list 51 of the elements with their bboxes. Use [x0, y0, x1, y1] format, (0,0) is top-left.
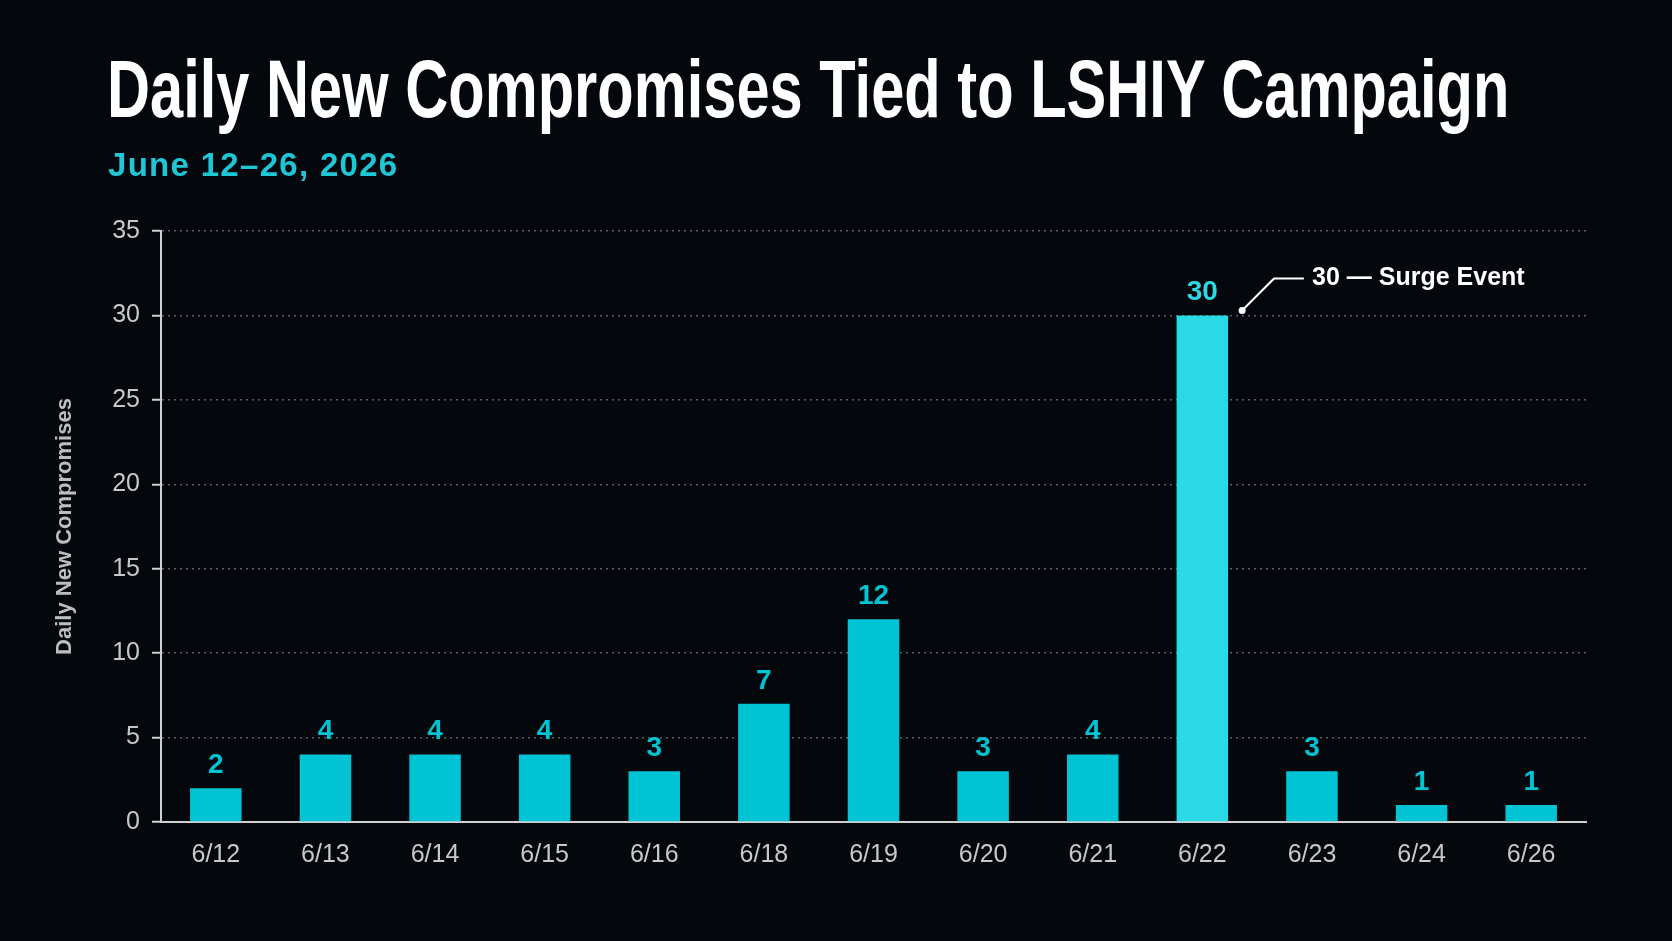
x-tick-label: 6/12: [191, 838, 241, 867]
bar: [738, 703, 790, 822]
data-label: 12: [857, 579, 890, 611]
y-tick-label: 10: [112, 637, 140, 666]
bar: [847, 619, 900, 822]
data-label: 1: [1413, 764, 1430, 796]
x-tick-label: 6/22: [1178, 838, 1227, 867]
y-tick-label: 35: [112, 214, 140, 243]
data-label: 3: [1304, 731, 1320, 763]
x-tick-label: 6/13: [301, 838, 350, 867]
chart-title: Daily New Compromises Tied to LSHIY Campaign: [107, 43, 1510, 134]
data-label: 1: [1523, 764, 1539, 796]
x-tick-label: 6/21: [1068, 838, 1118, 867]
data-label: 7: [756, 663, 772, 695]
bar: [957, 771, 1009, 822]
data-label: 30: [1186, 275, 1218, 307]
data-label: 4: [536, 714, 553, 746]
x-tick-label: 6/26: [1506, 838, 1556, 867]
y-tick-label: 25: [112, 383, 140, 412]
y-axis-title: Daily New Compromises: [51, 398, 77, 655]
x-tick-label: 6/14: [410, 838, 460, 867]
bar: [299, 754, 352, 822]
x-tick-label: 6/20: [958, 838, 1008, 867]
data-label: 4: [1084, 714, 1101, 746]
y-tick-label: 0: [126, 805, 140, 834]
y-tick-label: 20: [112, 468, 140, 497]
data-label: 3: [646, 731, 663, 763]
annotation: 30 — Surge Event: [1312, 262, 1526, 291]
chart-subtitle: June 12–26, 2026: [108, 146, 399, 183]
bar: [518, 754, 571, 822]
data-label: 4: [427, 714, 444, 746]
bar: [190, 788, 242, 822]
bar: [1286, 771, 1338, 822]
bar: [1395, 805, 1448, 822]
y-tick-label: 30: [112, 299, 140, 328]
bar: [1176, 315, 1229, 822]
bar: [628, 771, 681, 822]
data-label: 2: [208, 747, 224, 779]
x-tick-label: 6/15: [520, 838, 569, 867]
y-tick-label: 5: [126, 721, 140, 750]
x-tick-label: 6/19: [849, 838, 898, 867]
bar: [409, 754, 461, 822]
x-tick-label: 6/18: [739, 838, 789, 867]
data-label: 4: [317, 714, 334, 746]
data-label: 3: [975, 731, 991, 763]
x-tick-label: 6/24: [1397, 838, 1446, 867]
bar: [1505, 805, 1557, 822]
bar: [1066, 754, 1119, 822]
y-tick-label: 15: [112, 552, 140, 581]
x-tick-label: 6/16: [629, 838, 679, 867]
x-tick-label: 6/23: [1287, 838, 1337, 867]
